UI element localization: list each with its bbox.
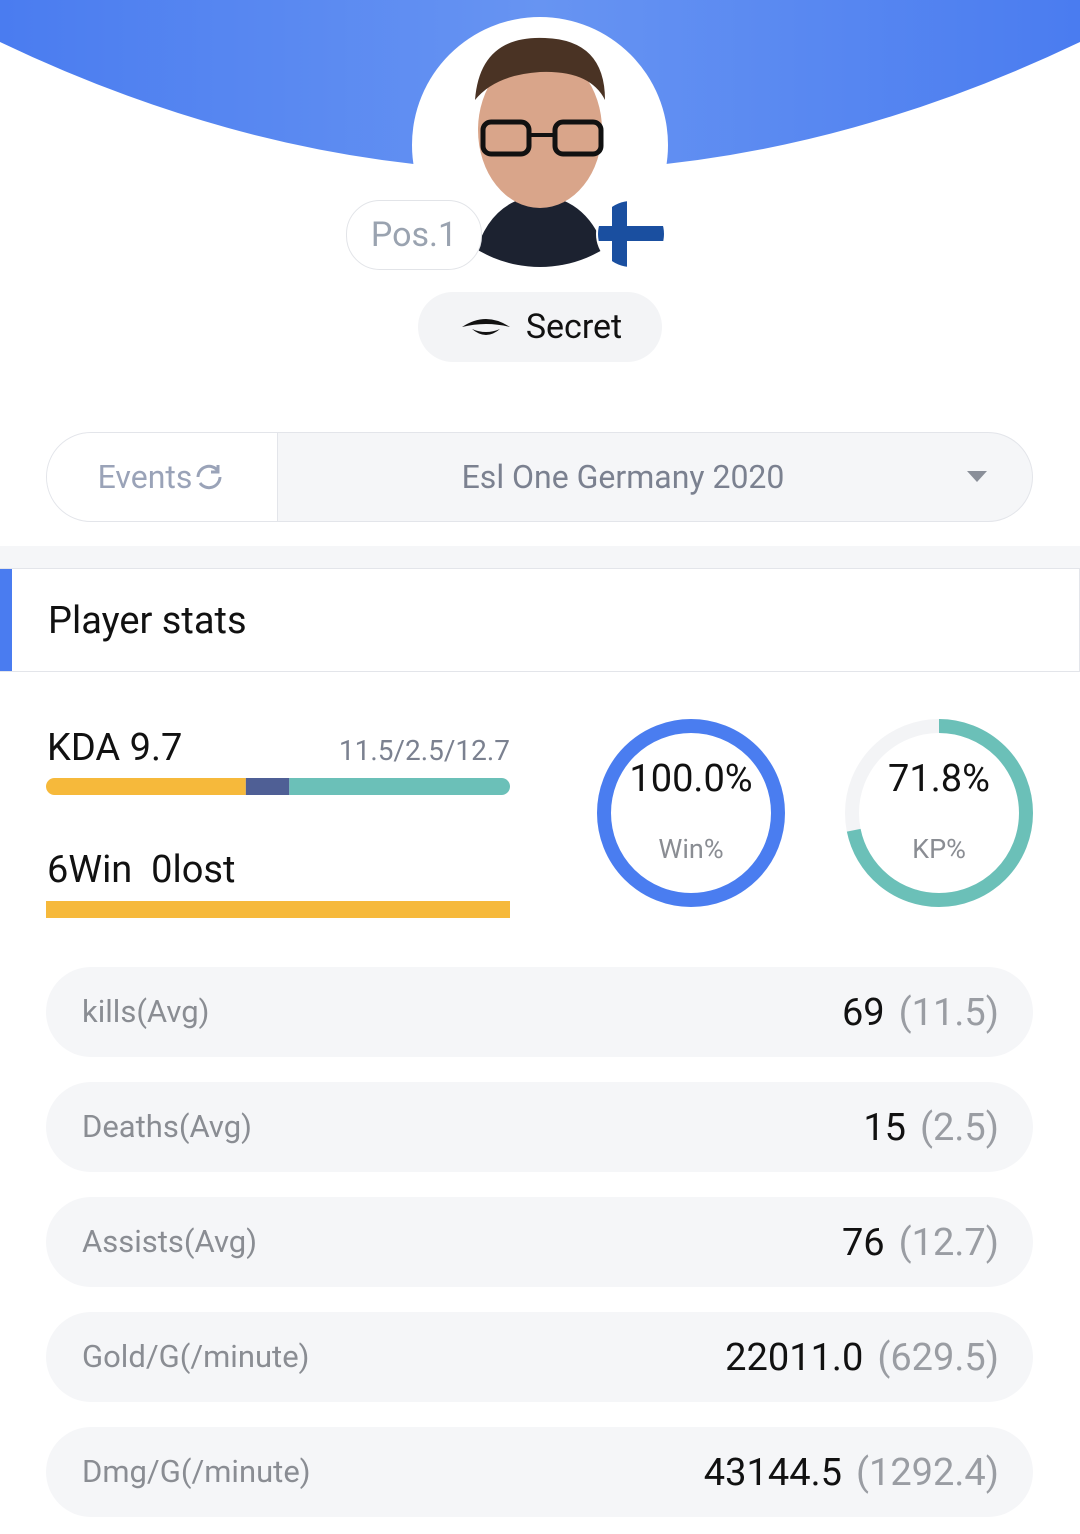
events-toggle[interactable]: Events: [47, 433, 278, 521]
rings: 100.0% Win% 71.8% KP%: [597, 719, 1033, 907]
flag-finland: [598, 201, 664, 267]
kda-breakdown: 11.5/2.5/12.7: [338, 734, 510, 767]
stat-value: 43144.5 (1292.4): [704, 1427, 999, 1519]
kda-segment: [289, 778, 510, 795]
stat-row: Gold/G(/minute) 22011.0 (629.5): [46, 1312, 1033, 1402]
stat-label: Deaths(Avg): [82, 1108, 252, 1145]
position-badge: Pos.1: [346, 200, 482, 270]
stat-value: 69 (11.5): [842, 967, 999, 1059]
kda-segment: [245, 778, 290, 795]
ring-arc: [597, 719, 785, 907]
stat-label: Assists(Avg): [82, 1223, 257, 1260]
stat-value: 76 (12.7): [842, 1197, 999, 1289]
team-name: Secret: [525, 307, 623, 347]
events-label: Events: [97, 458, 193, 496]
stat-label: Gold/G(/minute): [82, 1338, 310, 1375]
stat-avg: (629.5): [877, 1336, 999, 1380]
kda-segment: [46, 778, 246, 795]
stat-row: Deaths(Avg) 15 (2.5): [46, 1082, 1033, 1172]
divider: [0, 546, 1080, 568]
stat-value: 22011.0 (629.5): [725, 1312, 999, 1404]
stat-row: kills(Avg) 69 (11.5): [46, 967, 1033, 1057]
header-graphic: [0, 0, 1080, 273]
record: 6Win 0lost: [47, 848, 236, 892]
dropdown-arrow: [967, 471, 987, 482]
stat-total: 69: [841, 991, 885, 1035]
stat-avg: (11.5): [898, 991, 999, 1035]
stat-total: 22011.0: [725, 1336, 864, 1380]
event-filter: Events Esl One Germany 2020: [46, 432, 1033, 522]
ring-label: KP%: [912, 833, 966, 865]
section-title: Player stats: [48, 599, 247, 643]
stat-row: Assists(Avg) 76 (12.7): [46, 1197, 1033, 1287]
refresh-icon: [196, 464, 222, 490]
section-accent: [0, 569, 12, 671]
kda: KDA 9.7: [47, 726, 183, 770]
ring-value: 71.8%: [888, 757, 990, 801]
stat-label: Dmg/G(/minute): [82, 1453, 311, 1490]
record-bar: [46, 901, 510, 918]
stat-value: 15 (2.5): [863, 1082, 999, 1174]
stat-total: 15: [863, 1106, 907, 1150]
event-select[interactable]: Esl One Germany 2020: [461, 458, 785, 496]
kda-bar: [46, 778, 510, 795]
team-badge[interactable]: Secret: [418, 292, 662, 362]
ring-arc: [845, 719, 1033, 907]
team-logo: [461, 319, 510, 335]
ring-label: Win%: [658, 833, 723, 865]
stat-total: 76: [841, 1221, 885, 1265]
stat-avg: (2.5): [920, 1106, 999, 1150]
stat-label: kills(Avg): [82, 993, 210, 1030]
section-header: Player stats: [0, 568, 1080, 672]
ring-value: 100.0%: [629, 757, 752, 801]
stat-row: Dmg/G(/minute) 43144.5 (1292.4): [46, 1427, 1033, 1517]
stat-total: 43144.5: [703, 1451, 842, 1495]
stat-avg: (1292.4): [855, 1451, 999, 1495]
stat-avg: (12.7): [898, 1221, 999, 1265]
